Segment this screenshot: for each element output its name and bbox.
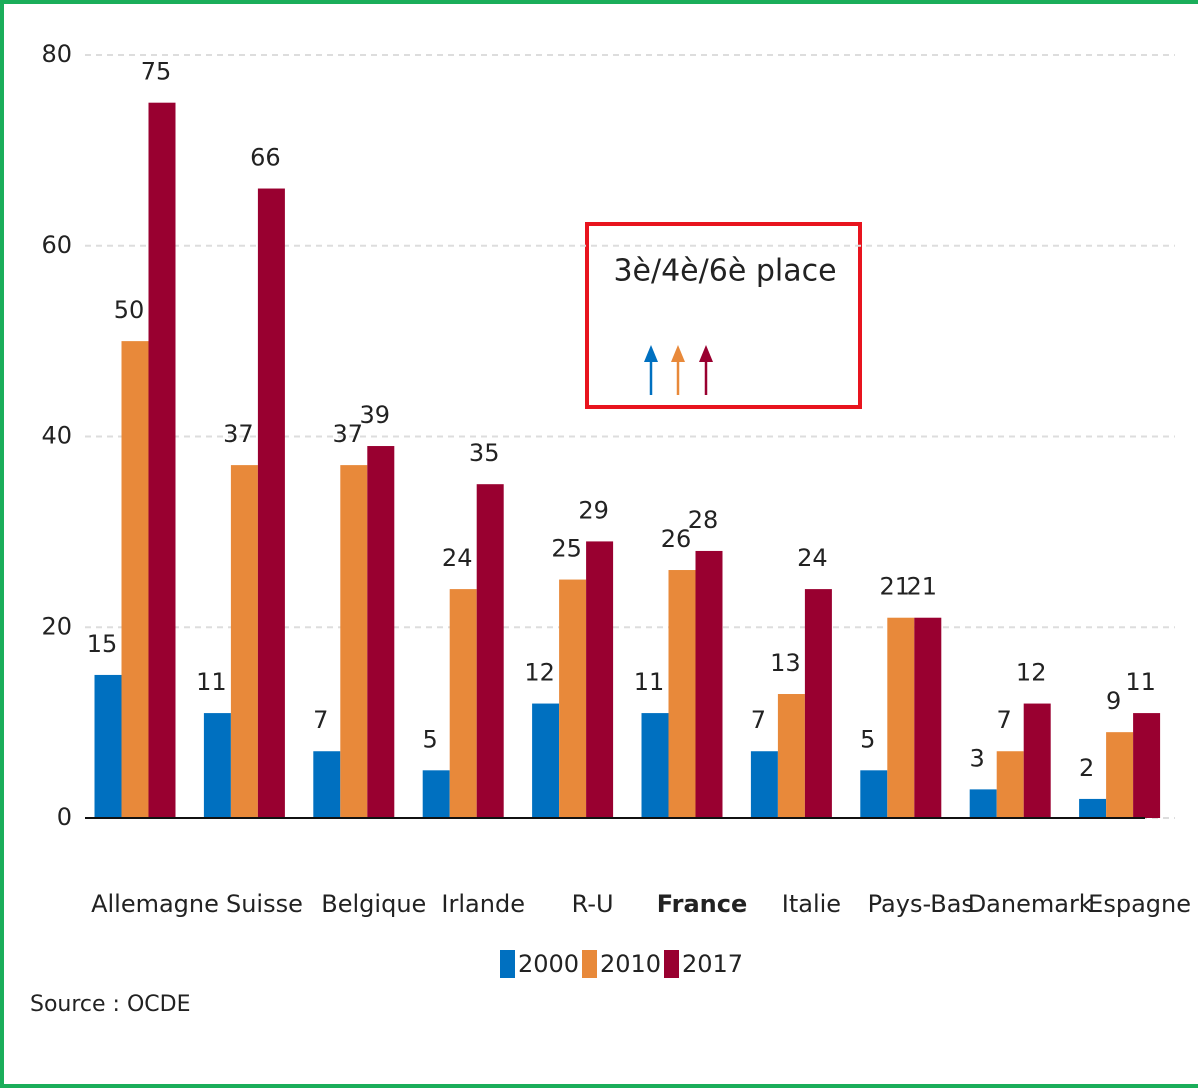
bar <box>94 674 122 818</box>
value-label: 21 <box>880 573 911 601</box>
legend-swatch <box>582 950 597 978</box>
y-tick-label: 80 <box>41 40 72 68</box>
x-tick-label: R-U <box>572 890 614 918</box>
x-tick-label: Irlande <box>441 890 525 918</box>
bar <box>230 465 258 818</box>
value-label: 66 <box>250 144 281 172</box>
bar <box>887 617 915 818</box>
bar <box>313 751 341 818</box>
bar <box>532 703 560 818</box>
bar <box>203 713 231 818</box>
bar <box>695 550 723 818</box>
y-tick-label: 40 <box>41 422 72 450</box>
legend-label: 2000 <box>518 950 579 978</box>
x-tick-label: France <box>657 890 747 918</box>
value-label: 11 <box>196 668 227 696</box>
value-label: 39 <box>360 401 391 429</box>
bar <box>777 694 805 818</box>
bar <box>996 751 1024 818</box>
bar <box>860 770 888 818</box>
value-label: 11 <box>1125 668 1156 696</box>
bar <box>476 484 504 818</box>
bar <box>641 713 669 818</box>
value-label: 28 <box>688 506 719 534</box>
value-label: 13 <box>770 649 801 677</box>
legend-swatch <box>664 950 679 978</box>
bar <box>257 188 285 818</box>
bar <box>668 570 696 818</box>
bar <box>121 341 149 818</box>
value-label: 21 <box>907 573 938 601</box>
bar <box>804 589 832 818</box>
bar <box>1079 798 1107 818</box>
y-tick-label: 0 <box>57 803 72 831</box>
source: Source : OCDE <box>30 992 190 1017</box>
bar <box>969 789 997 818</box>
value-label: 11 <box>634 668 665 696</box>
value-label: 26 <box>661 525 692 553</box>
bar <box>340 465 368 818</box>
bar <box>367 446 395 818</box>
value-label: 15 <box>87 630 118 658</box>
bar <box>1133 713 1161 818</box>
bar <box>586 541 614 818</box>
bar <box>422 770 450 818</box>
bar <box>1106 732 1134 818</box>
x-tick-label: Pays-Bas <box>868 890 974 918</box>
value-label: 5 <box>860 725 875 753</box>
y-tick-label: 60 <box>41 231 72 259</box>
bar <box>148 102 176 818</box>
value-label: 35 <box>469 439 500 467</box>
x-tick-label: Allemagne <box>91 890 219 918</box>
legend-swatch <box>500 950 515 978</box>
x-tick-label: Danemark <box>968 890 1093 918</box>
value-label: 2 <box>1079 754 1094 782</box>
bar <box>914 617 942 818</box>
bar <box>1023 703 1051 818</box>
value-label: 50 <box>114 296 145 324</box>
value-label: 24 <box>797 544 828 572</box>
value-label: 9 <box>1106 687 1121 715</box>
value-label: 5 <box>423 725 438 753</box>
bar <box>750 751 778 818</box>
value-label: 12 <box>1016 659 1047 687</box>
value-label: 7 <box>313 706 328 734</box>
value-label: 7 <box>997 706 1012 734</box>
annotation-box <box>585 222 862 409</box>
bar <box>449 589 477 818</box>
x-tick-label: Suisse <box>226 890 303 918</box>
bar <box>559 579 587 818</box>
y-tick-label: 20 <box>41 612 72 640</box>
value-label: 37 <box>333 420 364 448</box>
value-label: 12 <box>524 659 555 687</box>
legend-label: 2010 <box>600 950 661 978</box>
x-tick-label: Espagne <box>1088 890 1191 918</box>
x-tick-label: Belgique <box>321 890 426 918</box>
annotation: 3è/4è/6è place <box>613 254 836 289</box>
value-label: 3 <box>970 744 985 772</box>
value-label: 75 <box>141 58 172 86</box>
value-label: 37 <box>223 420 254 448</box>
legend-label: 2017 <box>682 950 743 978</box>
value-label: 29 <box>578 496 609 524</box>
value-label: 7 <box>751 706 766 734</box>
value-label: 24 <box>442 544 473 572</box>
value-label: 25 <box>551 535 582 563</box>
arrows <box>644 345 713 395</box>
x-tick-label: Italie <box>782 890 841 918</box>
